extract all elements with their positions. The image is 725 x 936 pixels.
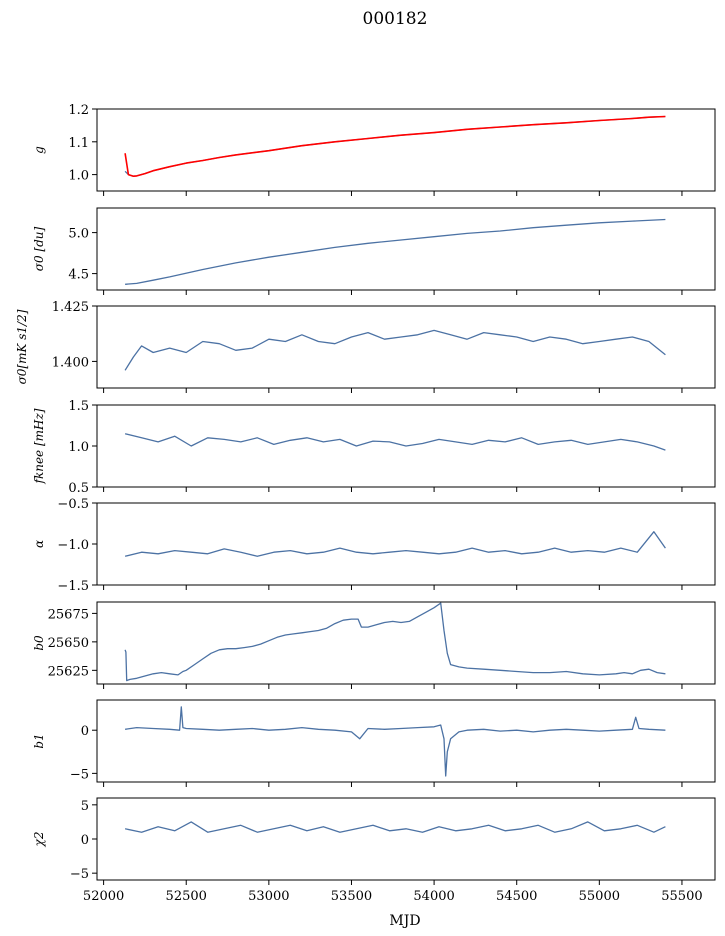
x-tick-label: 52500 [166,889,207,904]
panel-3-y-tick-label: 1.400 [52,355,89,370]
x-tick-label: 53500 [331,889,372,904]
panel-1-series-2-line [124,115,666,177]
x-tick-label: 54000 [413,889,454,904]
x-axis-label: MJD [389,913,420,929]
panel-2-y-tick-label: 5.0 [68,227,89,242]
x-tick-label: 55000 [579,889,620,904]
panel-2-y-tick-label: 4.5 [68,268,89,283]
panel-5-y-axis-label: α [32,540,46,548]
panel-4-y-tick-label: 1.5 [68,399,89,414]
panel-8-series-1-line [124,821,666,833]
panel-4-y-axis-label: fknee [mHz] [32,408,46,484]
panel-8-y-tick-label: −5 [70,867,89,882]
panel-5-series-1-line [124,531,666,557]
panel-2-series-1-line [125,218,666,285]
panel-6-y-tick-label: 25650 [48,636,89,651]
panel-5-frame [96,502,716,586]
panel-3-y-axis-label: σ0[mK s1/2] [15,309,29,384]
panel-8-y-tick-label: 0 [81,833,89,848]
panel-5-y-tick-label: −1.0 [57,538,89,553]
figure-title: 000182 [363,9,428,29]
panel-3-frame [96,305,716,389]
panel-5-y-tick-label: −0.5 [57,497,89,512]
panel-8-y-axis-label: χ2 [32,832,46,848]
panel-4-series-1-line [124,433,666,451]
panel-4-y-tick-label: 1.0 [68,440,89,455]
panel-7-y-tick-label: 0 [81,724,89,739]
x-tick-label: 53000 [248,889,289,904]
x-tick-label: 52000 [83,889,124,904]
panel-5-y-tick-label: −1.5 [57,579,89,594]
panel-3-series-1-line [124,329,666,371]
panel-1-y-axis-label: g [32,146,46,154]
panel-3-y-tick-label: 1.425 [52,300,89,315]
panel-6-series-1-line [124,602,666,682]
x-tick-label: 55500 [661,889,702,904]
panel-1-y-tick-label: 1.1 [68,136,89,151]
panel-4-y-tick-label: 0.5 [68,481,89,496]
panel-2-y-axis-label: σ0 [du] [32,226,46,271]
panel-1-y-tick-label: 1.2 [68,103,89,118]
panel-6-frame [96,601,716,685]
panel-6-y-tick-label: 25675 [48,607,89,622]
panel-8-frame [96,797,716,881]
panel-1-frame [96,108,716,192]
panel-1-series-1-line [124,115,666,177]
panel-7-y-tick-label: −5 [70,767,89,782]
panel-2-frame [96,207,716,291]
panel-7-y-axis-label: b1 [32,733,46,748]
panel-6-y-axis-label: b0 [32,635,46,651]
panel-7-series-1-line [125,706,666,777]
panel-7-frame [96,699,716,783]
panel-1-y-tick-label: 1.0 [68,169,89,184]
panel-6-y-tick-label: 25625 [48,664,89,679]
x-tick-label: 54500 [496,889,537,904]
panel-8-y-tick-label: 5 [81,799,89,814]
